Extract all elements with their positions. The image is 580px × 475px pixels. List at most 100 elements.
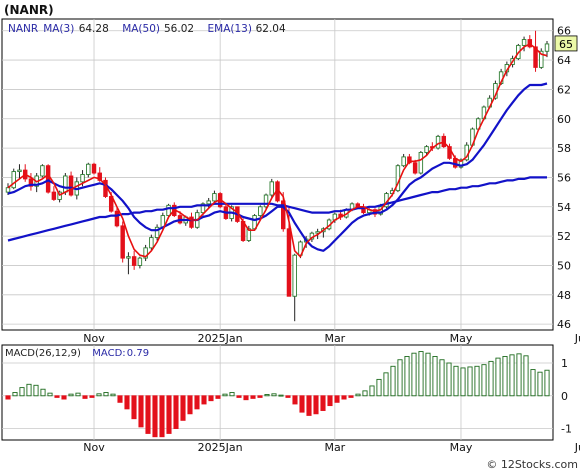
candle-body <box>206 200 211 205</box>
candle-body <box>149 237 154 249</box>
macd-bar <box>488 360 494 397</box>
candle-body <box>68 175 74 196</box>
macd-bar <box>544 369 550 397</box>
candle-body <box>189 216 194 228</box>
macd-bar <box>180 395 186 421</box>
last-price-label: 65 <box>559 38 573 51</box>
macd-bar <box>201 395 207 405</box>
candle-body <box>86 163 91 175</box>
macd-bar <box>460 367 466 397</box>
price-y-tick-label: 50 <box>557 259 571 272</box>
price-y-tick-label: 66 <box>557 25 571 38</box>
macd-legend-label: MACD(26,12,9) <box>5 348 81 359</box>
macd-bar <box>537 371 543 397</box>
macd-bar <box>131 395 137 420</box>
candle-body <box>539 50 544 68</box>
candle-body <box>137 257 143 266</box>
price-x-tick-label: Nov <box>83 332 105 345</box>
macd-bar <box>96 393 102 397</box>
candle-body <box>212 193 217 202</box>
macd-bar <box>523 355 529 397</box>
macd-bar <box>432 356 438 397</box>
candle-body <box>166 204 171 217</box>
macd-bar <box>453 365 459 397</box>
macd-bar <box>320 395 326 411</box>
price-legend-value: 64.28 <box>79 23 109 35</box>
macd-bar <box>82 395 88 399</box>
candle-body <box>91 163 97 174</box>
candle-body <box>5 187 11 193</box>
candle-body <box>17 169 22 173</box>
macd-bar <box>285 395 291 398</box>
macd-bar <box>495 357 501 397</box>
candle-body <box>544 43 550 52</box>
macd-bar <box>439 359 445 397</box>
macd-bar <box>229 392 235 397</box>
candle-body <box>28 178 34 187</box>
macd-y-tick-label: 0 <box>561 390 568 403</box>
candle-body <box>533 46 538 68</box>
macd-bar <box>19 387 25 397</box>
macd-legend-label: MACD: <box>92 348 125 359</box>
candle-body <box>269 181 274 196</box>
macd-bar <box>530 369 536 397</box>
macd-bar <box>481 364 487 397</box>
macd-y-tick-label: -1 <box>561 423 572 436</box>
macd-x-tick-label: 2025Jan <box>198 441 243 454</box>
candle-body <box>263 194 269 208</box>
macd-bar <box>26 383 32 397</box>
macd-bar <box>397 359 403 397</box>
candle-body <box>435 135 441 149</box>
price-y-tick-label: 46 <box>557 318 571 331</box>
macd-bar <box>215 395 221 399</box>
macd-bar <box>516 353 522 397</box>
macd-bar <box>418 351 424 397</box>
price-panel: 46 48 50 52 54 56 58 60 62 64 66 Nov 2025Jan Mar May Ju… <box>1 18 580 345</box>
macd-bar <box>467 366 473 397</box>
macd-bar <box>348 395 354 398</box>
macd-bar <box>208 395 214 402</box>
macd-panel: -101Nov2025JanMarMayJulSepMACD(26,12,9)M… <box>1 344 580 454</box>
macd-bar <box>222 393 228 397</box>
ma50-line <box>7 176 547 242</box>
macd-bar <box>369 385 375 397</box>
macd-bar <box>509 354 515 397</box>
macd-bar <box>446 362 452 397</box>
candle-body <box>286 228 292 297</box>
macd-bar <box>173 395 179 429</box>
macd-bar <box>327 395 333 407</box>
macd-bar <box>75 392 81 397</box>
macd-bar <box>12 392 18 397</box>
macd-bar <box>278 394 284 397</box>
price-legend-value: 62.04 <box>256 23 286 35</box>
candle-body <box>45 165 51 193</box>
ma3-line <box>7 43 548 258</box>
macd-bar <box>250 395 256 399</box>
macd-bar <box>5 395 11 400</box>
candle-body <box>114 210 120 227</box>
macd-bar <box>68 393 74 397</box>
candle-body <box>258 206 263 217</box>
ema13-line <box>7 82 548 252</box>
candle-body <box>401 156 406 167</box>
macd-bar <box>194 395 200 410</box>
macd-bar <box>502 356 508 397</box>
macd-bar <box>103 392 109 397</box>
macd-bar <box>383 372 389 397</box>
macd-bar <box>411 352 417 397</box>
candle-body <box>143 247 148 259</box>
macd-bar <box>425 352 431 397</box>
price-y-tick-label: 52 <box>557 230 571 243</box>
price-y-tick-label: 62 <box>557 83 571 96</box>
macd-bar <box>33 384 39 397</box>
macd-bar <box>89 395 95 398</box>
macd-bar <box>47 392 53 397</box>
candle-body <box>131 256 137 266</box>
macd-x-tick-label: Nov <box>83 441 105 454</box>
macd-x-tick-label: Mar <box>324 441 345 454</box>
macd-x-tick-label: May <box>450 441 473 454</box>
macd-bar <box>362 390 368 397</box>
candle-body <box>458 159 464 168</box>
macd-bar <box>145 395 151 434</box>
